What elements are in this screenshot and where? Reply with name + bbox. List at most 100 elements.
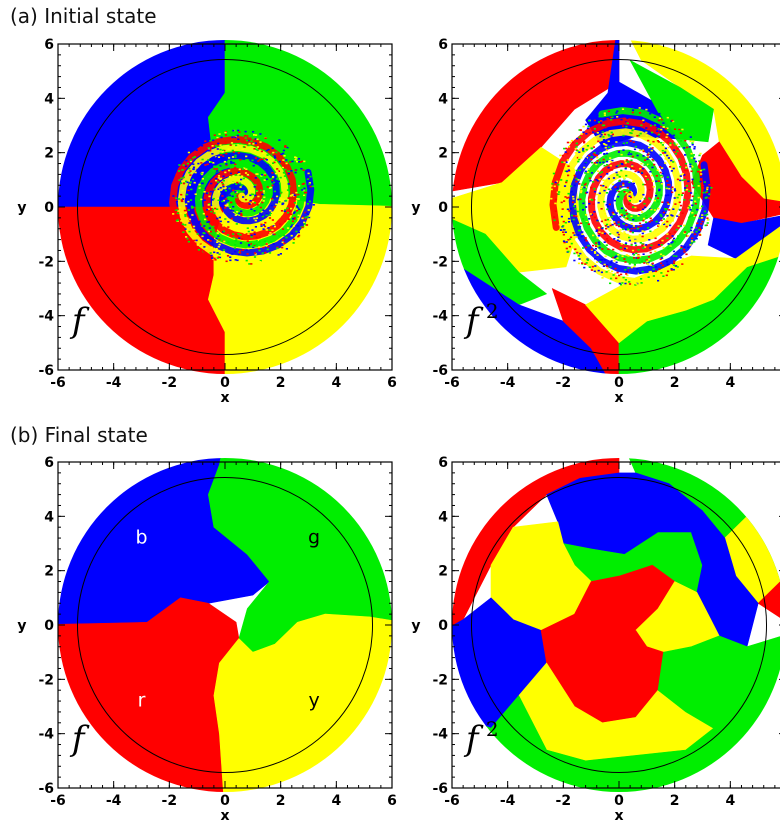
swirl-speckle	[218, 166, 221, 168]
swirl-speckle	[248, 263, 251, 265]
x-tick-label: -4	[106, 793, 122, 809]
swirl-speckle	[593, 211, 596, 213]
swirl-speckle	[615, 112, 618, 114]
swirl-speckle	[606, 205, 609, 208]
swirl-speckle	[596, 165, 600, 168]
swirl-speckle	[660, 240, 663, 243]
swirl-speckle	[608, 217, 611, 219]
swirl-speckle	[200, 244, 203, 246]
swirl-speckle	[607, 248, 610, 250]
swirl-speckle	[209, 140, 212, 142]
x-tick-label: 4	[331, 793, 341, 809]
swirl-speckle	[308, 200, 311, 203]
swirl-speckle	[605, 238, 609, 240]
swirl-speckle	[242, 145, 245, 148]
swirl-speckle	[189, 170, 192, 172]
axis-ticks	[451, 43, 780, 371]
swirl-speckle	[297, 235, 300, 238]
swirl-speckle	[630, 266, 633, 269]
swirl-speckle	[283, 155, 286, 157]
swirl-speckle	[218, 237, 221, 240]
swirl-speckle	[225, 164, 228, 166]
swirl-speckle	[246, 135, 249, 137]
swirl-speckle	[291, 160, 294, 163]
swirl-speckle	[234, 250, 237, 253]
swirl-speckle	[660, 141, 663, 144]
swirl-speckle	[605, 152, 609, 155]
swirl-speckle	[272, 152, 275, 155]
y-tick-label: 0	[44, 618, 54, 634]
swirl-speckle	[675, 269, 679, 272]
swirl-speckle	[577, 254, 580, 257]
swirl-speckle	[574, 203, 577, 205]
swirl-speckle	[254, 138, 257, 140]
swirl-speckle	[628, 150, 631, 152]
swirl-speckle	[659, 262, 663, 265]
swirl-speckle	[622, 149, 625, 151]
swirl-speckle	[275, 178, 279, 180]
swirl-speckle	[186, 228, 189, 230]
swirl-speckle	[604, 225, 608, 227]
swirl-speckle	[598, 172, 602, 174]
swirl-speckle	[624, 268, 627, 271]
swirl-speckle	[624, 282, 627, 285]
swirl-speckle	[639, 167, 642, 170]
swirl-speckle	[701, 220, 704, 223]
swirl-speckle	[657, 244, 660, 246]
swirl-speckle	[172, 195, 175, 197]
swirl-speckle	[653, 199, 656, 202]
swirl-speckle	[295, 191, 298, 194]
swirl-speckle	[236, 181, 239, 184]
swirl-speckle	[632, 182, 635, 185]
swirl-speckle	[184, 215, 187, 218]
swirl-speckle	[631, 129, 634, 132]
swirl-speckle	[582, 209, 585, 211]
swirl-speckle	[658, 133, 661, 136]
swirl-speckle	[230, 219, 233, 222]
swirl-speckle	[267, 134, 270, 137]
swirl-speckle	[678, 146, 681, 148]
swirl-speckle	[222, 199, 226, 202]
swirl-speckle	[636, 227, 639, 230]
swirl-speckle	[612, 248, 615, 251]
swirl-speckle	[625, 174, 628, 177]
swirl-speckle	[230, 162, 233, 165]
swirl-speckle	[271, 211, 274, 214]
swirl-speckle	[568, 245, 571, 248]
swirl-speckle	[628, 200, 631, 202]
swirl-speckle	[606, 173, 609, 175]
swirl-speckle	[706, 222, 709, 224]
swirl-speckle	[196, 245, 199, 248]
swirl-speckle	[609, 164, 612, 167]
swirl-speckle	[253, 202, 256, 204]
swirl-speckle	[214, 161, 217, 163]
swirl-speckle	[578, 129, 581, 131]
swirl-speckle	[237, 129, 240, 132]
swirl-speckle	[293, 211, 296, 213]
x-tick-label: 2	[276, 793, 286, 809]
swirl-speckle	[648, 239, 651, 241]
swirl-speckle	[668, 209, 671, 211]
swirl-speckle	[612, 274, 615, 276]
swirl-speckle	[648, 258, 651, 261]
swirl-speckle	[619, 246, 622, 249]
swirl-speckle	[564, 170, 567, 172]
swirl-speckle	[676, 266, 679, 268]
swirl-speckle	[580, 186, 584, 188]
swirl-speckle	[706, 219, 710, 221]
swirl-speckle	[271, 229, 274, 231]
swirl-speckle	[201, 178, 204, 180]
swirl-speckle	[617, 164, 620, 167]
swirl-speckle	[610, 118, 613, 121]
swirl-speckle	[193, 181, 196, 184]
swirl-speckle	[602, 265, 605, 267]
swirl-speckle	[216, 170, 219, 172]
swirl-speckle	[633, 265, 636, 268]
swirl-speckle	[196, 244, 199, 246]
swirl-speckle	[628, 137, 631, 139]
swirl-speckle	[649, 217, 652, 220]
swirl-speckle	[293, 194, 296, 196]
swirl-speckle	[222, 253, 225, 255]
swirl-speckle	[599, 152, 602, 154]
swirl-speckle	[660, 215, 663, 218]
